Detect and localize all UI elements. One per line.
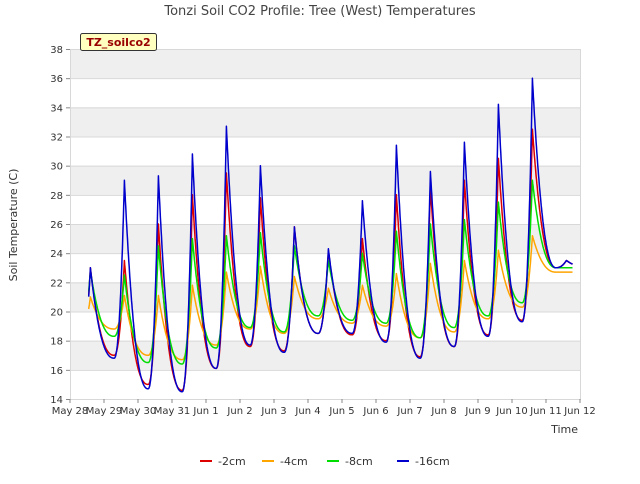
y-tick-label: 24 [50, 249, 63, 260]
y-tick-label: 38 [50, 45, 63, 56]
annotation-label: TZ_soilco2 [86, 36, 150, 49]
grid-band [70, 49, 580, 79]
annotation-box: TZ_soilco2 [80, 33, 157, 51]
grid-band [70, 340, 580, 370]
x-tick-label: May 30 [120, 406, 157, 417]
y-axis-label: Soil Temperature (C) [7, 169, 20, 282]
x-tick-label: Jun 9 [464, 406, 490, 417]
x-tick-label: Jun 12 [563, 406, 596, 417]
y-tick-label: 32 [50, 133, 63, 144]
legend-label: -4cm [280, 455, 308, 468]
y-tick-label: 34 [50, 103, 63, 114]
x-tick-label: Jun 5 [328, 406, 354, 417]
y-tick-label: 18 [50, 337, 63, 348]
series-line-16cm [87, 77, 573, 393]
y-tick-label: 22 [50, 278, 63, 289]
chart-title: Tonzi Soil CO2 Profile: Tree (West) Temp… [163, 4, 476, 19]
y-tick-label: 20 [50, 308, 63, 319]
grid-band [70, 107, 580, 137]
x-tick-label: Jun 4 [294, 406, 320, 417]
x-tick-label: May 31 [154, 406, 191, 417]
grid-band [70, 165, 580, 195]
x-tick-label: Jun 8 [430, 406, 456, 417]
legend: -2cm -4cm -8cm -16cm [200, 455, 450, 468]
legend-label: -2cm [218, 455, 246, 468]
x-tick-label: Jun 10 [495, 406, 528, 417]
y-tick-label: 30 [50, 162, 63, 173]
x-tick-label: Jun 2 [226, 406, 252, 417]
y-tick-label: 14 [50, 395, 63, 406]
series-line-8cm [87, 179, 573, 365]
plot-frame [70, 49, 581, 400]
y-tick-label: 28 [50, 191, 63, 202]
y-tick-label: 36 [50, 74, 63, 85]
x-tick-label: Jun 6 [362, 406, 388, 417]
x-tick-label: Jun 7 [396, 406, 422, 417]
x-axis-label: Time [550, 423, 578, 436]
legend-label: -16cm [415, 455, 450, 468]
y-tick-label: 26 [50, 220, 63, 231]
x-tick-label: Jun 3 [260, 406, 286, 417]
x-tick-label: May 28 [52, 406, 89, 417]
x-tick-label: Jun 1 [192, 406, 218, 417]
legend-label: -8cm [345, 455, 373, 468]
y-tick-label: 16 [50, 366, 63, 377]
x-tick-label: May 29 [86, 406, 123, 417]
x-tick-label: Jun 11 [529, 406, 562, 417]
